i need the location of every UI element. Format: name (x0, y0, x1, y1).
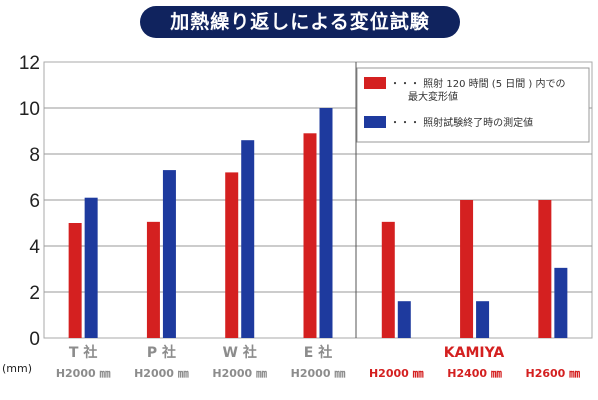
bar-series-2-cat-4 (319, 108, 333, 338)
legend: ・・・ 照射 120 時間 (5 日間 ) 内での 最大変形値 ・・・ 照射試験… (356, 67, 590, 143)
model-label: H2000 ㎜ (56, 367, 111, 380)
model-label: H2000 ㎜ (212, 367, 267, 380)
y-tick-label: 0 (29, 329, 40, 350)
y-tick-label: 8 (29, 145, 40, 166)
y-axis-unit: (mm) (2, 362, 32, 375)
y-tick-label: 4 (29, 237, 40, 258)
legend-swatch-blue (364, 116, 386, 128)
bar-series-2-cat-1 (84, 197, 98, 338)
legend-label-series-1: ・・・ 照射 120 時間 (5 日間 ) 内での (390, 77, 566, 90)
y-axis-ticks: 0 2 4 6 8 10 12 (19, 53, 41, 350)
model-label: H2000 ㎜ (369, 367, 424, 380)
bar-series-1-cat-7 (538, 200, 552, 338)
bar-series-2-cat-6 (476, 301, 490, 338)
model-label: H2000 ㎜ (291, 367, 346, 380)
chart-title: 加熱繰り返しによる変位試験 (140, 6, 460, 38)
bar-series-2-cat-7 (554, 267, 568, 338)
bars (68, 108, 568, 338)
bar-series-2-cat-2 (162, 170, 176, 338)
model-label: H2600 ㎜ (526, 367, 581, 380)
model-label: H2000 ㎜ (134, 367, 189, 380)
legend-label-series-2: ・・・ 照射試験終了時の測定値 (390, 116, 533, 129)
y-tick-label: 12 (19, 53, 40, 74)
bar-series-1-cat-5 (381, 221, 395, 338)
x-axis-labels: T 社 H2000 ㎜ P 社 H2000 ㎜ W 社 H2000 ㎜ E 社 H2000 ㎜… (56, 344, 580, 380)
bar-series-2-cat-3 (241, 140, 255, 338)
category-label: W 社 (223, 344, 257, 361)
y-tick-label: 10 (19, 99, 40, 120)
legend-box (356, 67, 590, 143)
category-label: P 社 (147, 344, 176, 361)
y-tick-label: 6 (29, 191, 40, 212)
category-label: E 社 (304, 344, 332, 361)
bar-series-1-cat-1 (68, 223, 82, 338)
legend-swatch-red (364, 77, 386, 89)
model-label: H2400 ㎜ (447, 367, 502, 380)
bar-series-1-cat-2 (146, 221, 160, 338)
category-label: T 社 (69, 344, 97, 361)
legend-label-series-1-line-2: 最大変形値 (408, 90, 458, 103)
bar-series-1-cat-4 (303, 133, 317, 338)
bar-series-1-cat-3 (225, 172, 239, 338)
kamiya-group-label: KAMIYA (444, 345, 505, 361)
bar-series-1-cat-6 (460, 200, 474, 338)
bar-series-2-cat-5 (397, 301, 411, 338)
y-tick-label: 2 (29, 283, 40, 304)
